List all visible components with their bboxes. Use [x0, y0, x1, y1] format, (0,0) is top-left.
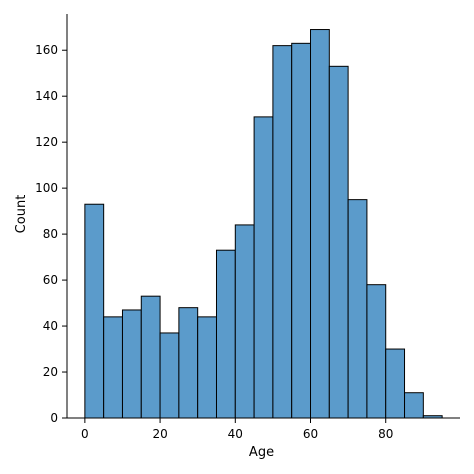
y-tick-label-140: 140 — [35, 89, 58, 103]
histogram-bar-20-25 — [159, 332, 180, 419]
histogram-bar-25-30 — [178, 307, 199, 419]
bars-group — [84, 29, 443, 419]
x-tick-label-0: 0 — [81, 427, 89, 441]
y-ticks-group: 0 20 40 60 80 100 120 140 160 — [35, 43, 67, 425]
y-axis-label: Count — [14, 195, 29, 234]
histogram-bar-40-45 — [234, 224, 255, 419]
histogram-bar-45-50 — [253, 116, 274, 419]
y-tick-label-20: 20 — [43, 365, 58, 379]
x-tick-label-20: 20 — [152, 427, 167, 441]
x-axis-label: Age — [249, 445, 274, 460]
y-tick-label-160: 160 — [35, 43, 58, 57]
histogram-bar-50-55 — [272, 45, 293, 419]
histogram-bar-30-35 — [197, 316, 217, 419]
y-tick-label-80: 80 — [43, 227, 58, 241]
histogram-bar-15-20 — [140, 295, 161, 419]
y-tick-label-60: 60 — [43, 273, 58, 287]
histogram-bar-55-60 — [291, 42, 312, 419]
histogram-bar-70-75 — [347, 199, 368, 419]
histogram-bar-0-5 — [84, 203, 105, 419]
histogram-bar-80-85 — [385, 348, 406, 419]
x-ticks-group: 0 20 40 60 80 — [81, 418, 393, 441]
histogram-bar-60-65 — [310, 29, 330, 419]
histogram-bar-10-15 — [121, 309, 142, 419]
y-tick-label-100: 100 — [35, 181, 58, 195]
histogram-bar-65-70 — [328, 65, 349, 419]
y-tick-label-0: 0 — [50, 411, 58, 425]
axes-group — [66, 14, 460, 419]
histogram-bar-35-40 — [215, 249, 236, 419]
y-tick-label-40: 40 — [43, 319, 58, 333]
y-tick-label-120: 120 — [35, 135, 58, 149]
x-tick-label-40: 40 — [228, 427, 243, 441]
histogram-bar-85-90 — [404, 392, 424, 419]
x-tick-label-80: 80 — [378, 427, 393, 441]
histogram-bar-5-10 — [103, 316, 123, 419]
x-tick-label-60: 60 — [303, 427, 318, 441]
histogram-bar-75-80 — [366, 284, 387, 419]
